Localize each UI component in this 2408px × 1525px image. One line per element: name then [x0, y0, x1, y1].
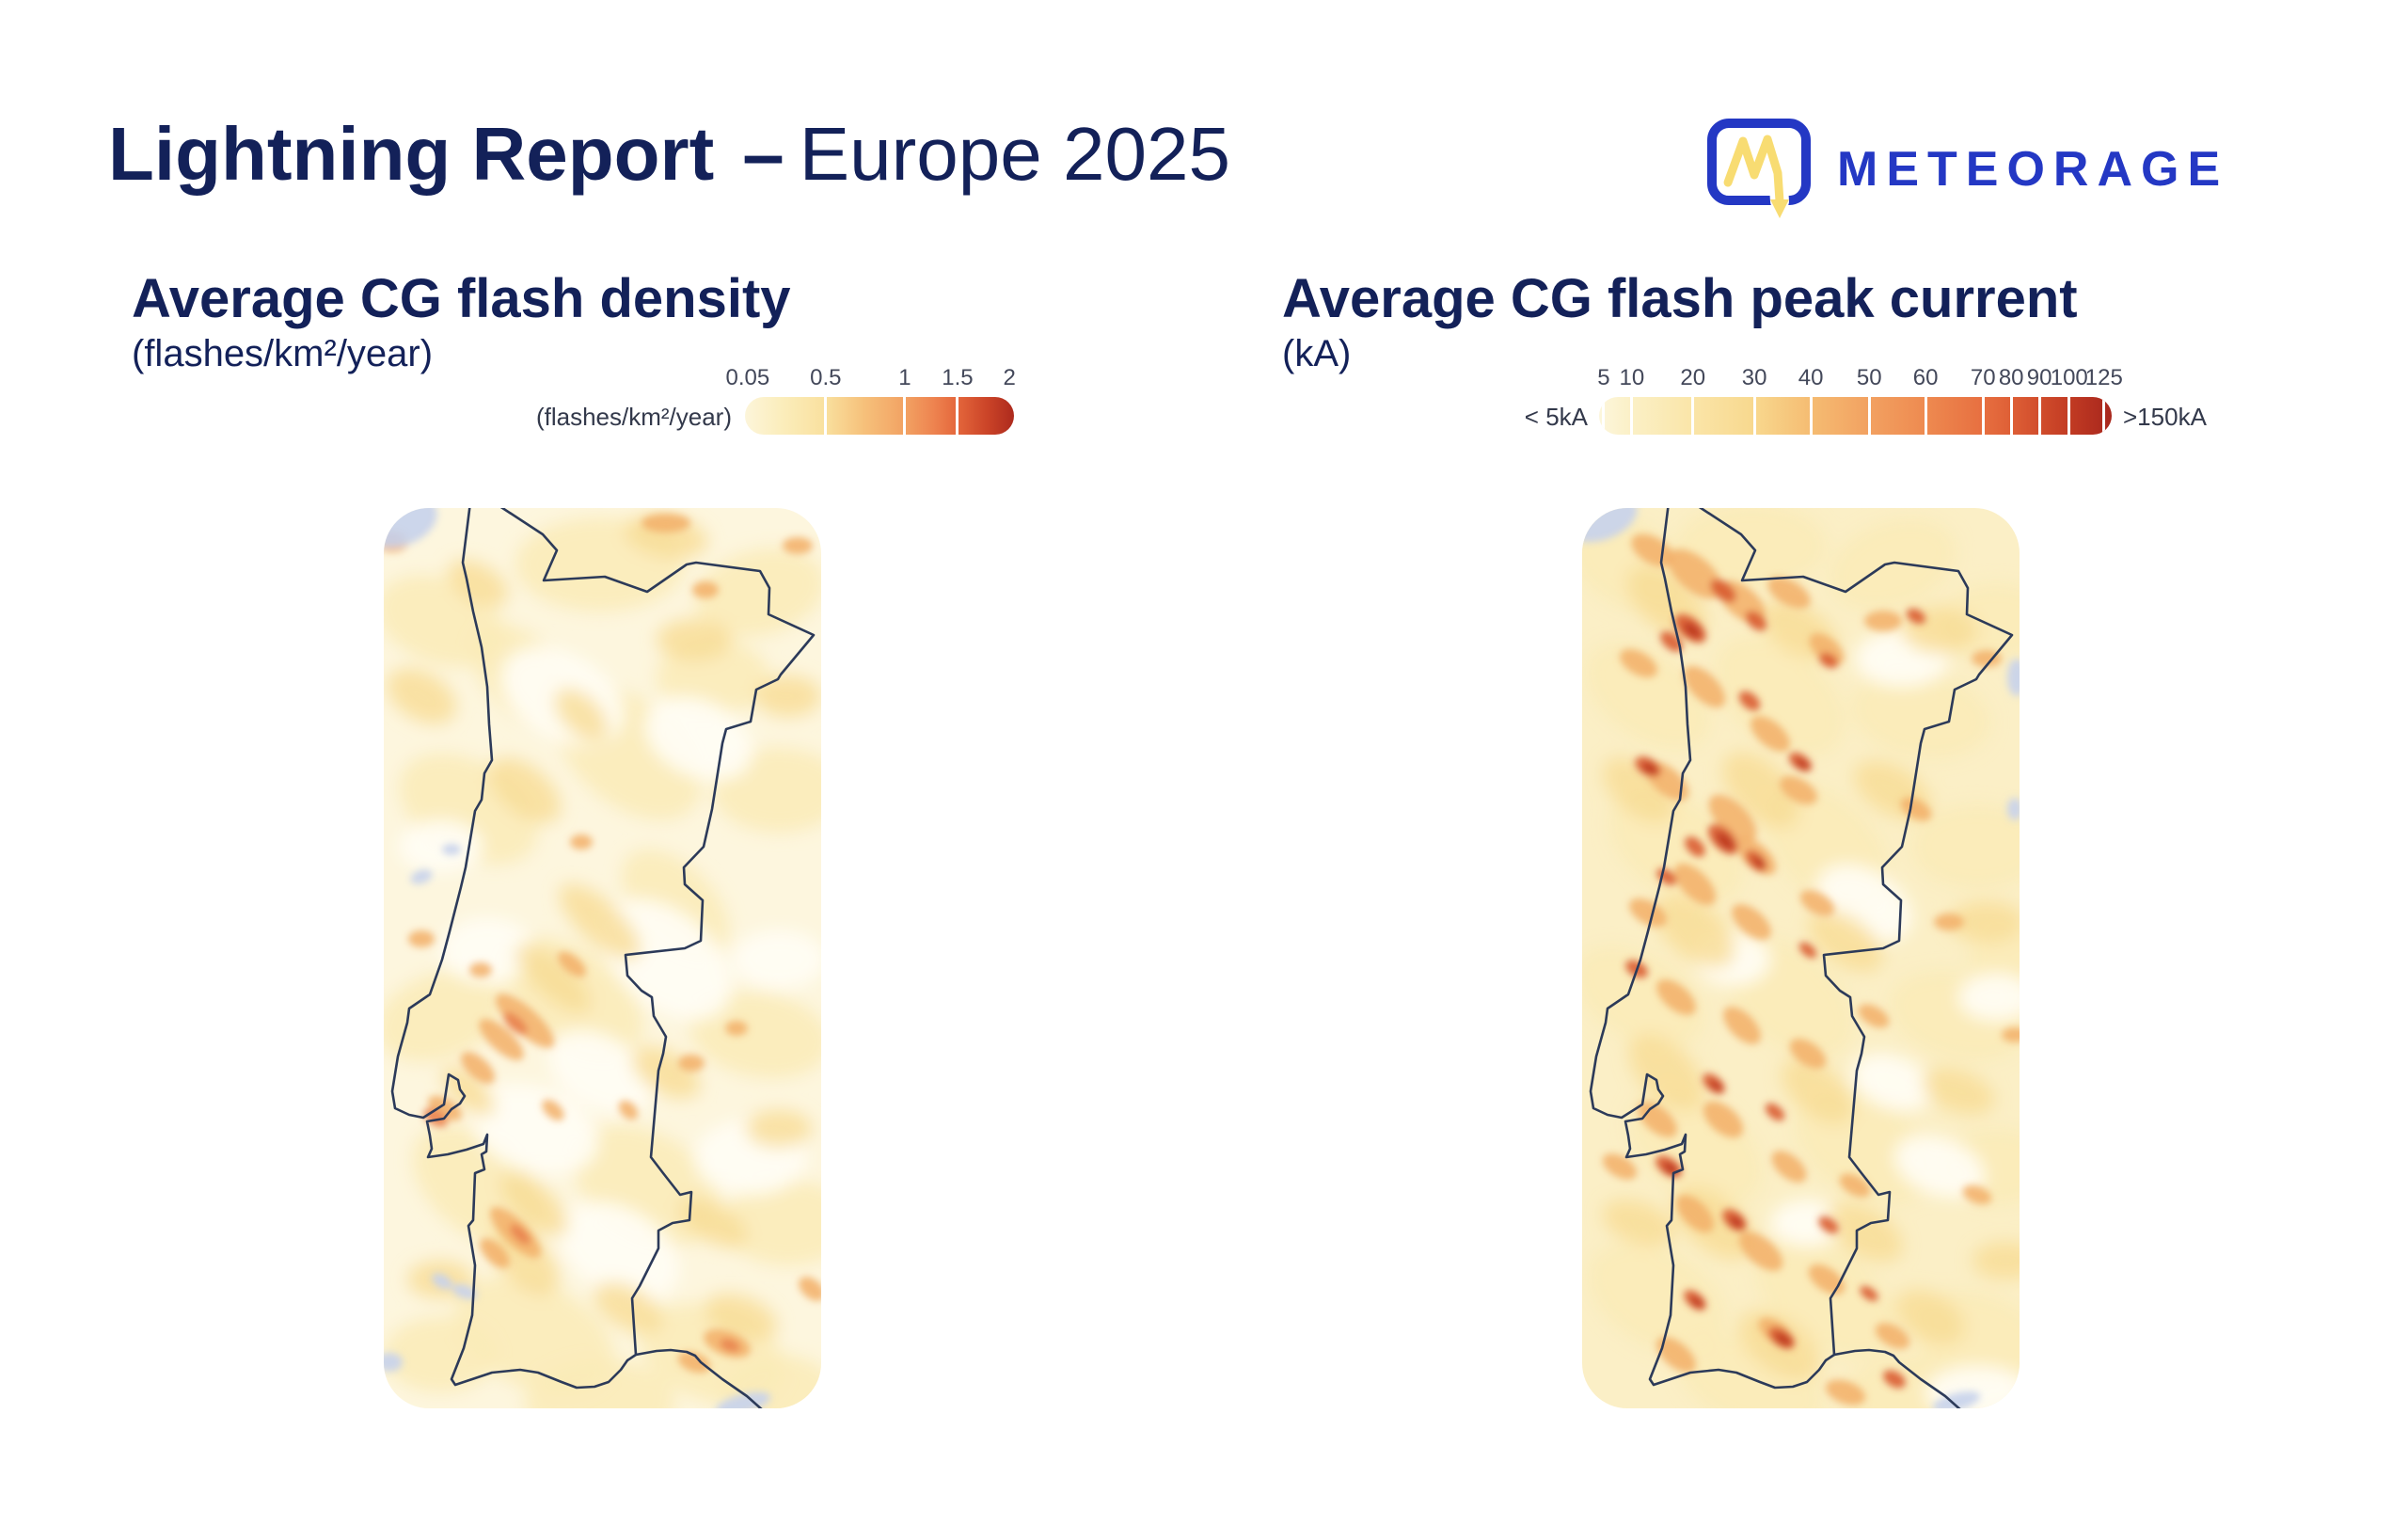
colorbar-tick: 1.5 [942, 365, 974, 390]
colorbar-tick: 40 [1798, 365, 1824, 390]
brand-logo: METEORAGE [1705, 115, 2228, 233]
colorbar-tick: 90 [2026, 365, 2052, 390]
colorbar-divider [1602, 397, 1606, 435]
colorbar-tick: 2 [1003, 365, 1016, 390]
colorbar-tick: 0.05 [725, 365, 770, 390]
colorbar-tick: 10 [1619, 365, 1645, 390]
colorbar-divider [1752, 397, 1756, 435]
peak-current-map [1582, 508, 2020, 1408]
portugal-border-outline [390, 508, 816, 1390]
spain-coastline [1832, 1348, 1961, 1408]
colorbar-divider [2037, 397, 2041, 435]
page-title-scope: Europe 2025 [799, 112, 1230, 196]
colorbar-tick: 100 [2050, 365, 2088, 390]
brand-name: METEORAGE [1837, 142, 2229, 197]
density-panel-subtitle: (flashes/km²/year) [132, 333, 434, 374]
colorbar-tick: 0.5 [810, 365, 842, 390]
colorbar-tick: 1 [898, 365, 911, 390]
density-panel-title: Average CG flash density [132, 268, 791, 329]
peak-current-panel-subtitle: (kA) [1282, 333, 1352, 374]
density-heatmap [384, 508, 821, 1408]
colorbar-divider [956, 397, 959, 435]
colorbar-divider [824, 397, 828, 435]
portugal-border-outline [1589, 508, 2014, 1390]
density-legend-unit-label: (flashes/km²/year) [535, 403, 732, 431]
meteorage-lightning-icon [1707, 119, 1811, 218]
colorbar-divider [1924, 397, 1927, 435]
colorbar-divider [1981, 397, 1985, 435]
colorbar-tick: 80 [1998, 365, 2024, 390]
peak-current-panel-title: Average CG flash peak current [1282, 268, 2078, 329]
colorbar-tick: 70 [1970, 365, 1996, 390]
colorbar-divider [2067, 397, 2071, 435]
colorbar-divider [1867, 397, 1871, 435]
colorbar-tick: 125 [2084, 365, 2123, 390]
peak-current-colorbar [1599, 397, 2112, 435]
peak-current-colorbar-ticks: 5 10 20 30 40 50 60 70 80 90 100 125 [1597, 365, 2123, 391]
page-title-separator: – [742, 112, 784, 196]
density-map [384, 508, 821, 1408]
density-colorbar-ticks: 0.05 0.5 1 1.5 2 [726, 365, 1016, 391]
colorbar-tick: 50 [1856, 365, 1882, 390]
colorbar-tick: 5 [1597, 365, 1610, 390]
peak-current-legend-max-label: >150kA [2123, 403, 2207, 431]
peak-current-heatmap [1582, 508, 2020, 1408]
page-title: Lightning Report – Europe 2025 [108, 111, 1230, 198]
peak-current-legend-min-label: < 5kA [1524, 403, 1588, 431]
colorbar-tick: 20 [1680, 365, 1706, 390]
colorbar-divider [1691, 397, 1695, 435]
page-title-main: Lightning Report [108, 112, 715, 196]
colorbar-divider [1630, 397, 1634, 435]
colorbar-tick: 30 [1741, 365, 1767, 390]
colorbar-divider [2009, 397, 2013, 435]
colorbar-divider [2102, 397, 2106, 435]
spain-coastline [634, 1348, 763, 1408]
colorbar-tick: 60 [1912, 365, 1939, 390]
density-colorbar [745, 397, 1014, 435]
colorbar-divider [903, 397, 907, 435]
colorbar-divider [1809, 397, 1813, 435]
